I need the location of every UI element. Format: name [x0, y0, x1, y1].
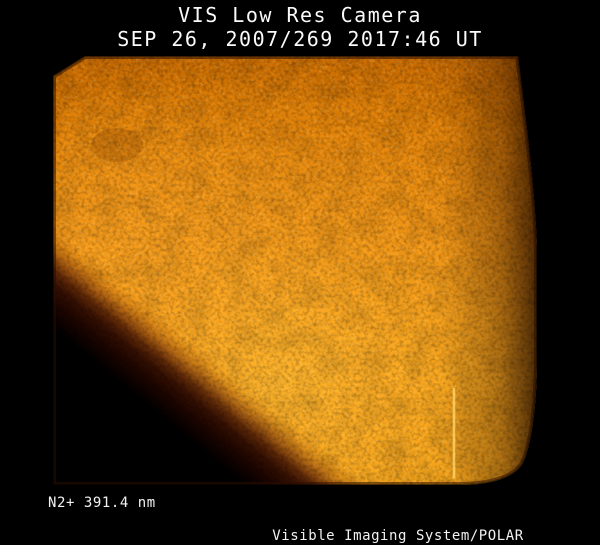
frame-rim-dark	[53, 56, 537, 485]
timestamp: SEP 26, 2007/269 2017:46 UT	[117, 27, 483, 51]
camera-frame	[53, 56, 537, 485]
credit-line-1: Visible Imaging System/POLAR	[272, 528, 524, 544]
streak-artifact	[453, 388, 455, 478]
camera-image-svg	[53, 56, 537, 485]
page-title: VIS Low Res Camera	[178, 3, 422, 27]
filter-label: N2+ 391.4 nm	[48, 495, 156, 511]
dark-grain-noise	[53, 56, 537, 485]
frame-rim	[53, 56, 537, 485]
credits: Visible Imaging System/POLAR The Univers…	[237, 494, 559, 545]
camera-image	[53, 56, 539, 487]
